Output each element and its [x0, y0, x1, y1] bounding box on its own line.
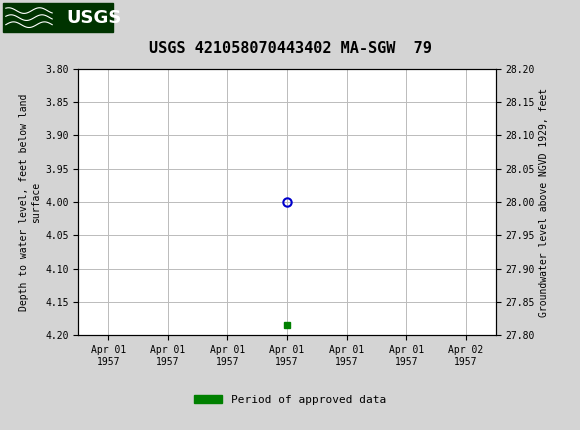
Legend: Period of approved data: Period of approved data — [190, 390, 390, 409]
Text: USGS 421058070443402 MA-SGW  79: USGS 421058070443402 MA-SGW 79 — [148, 41, 432, 56]
Bar — [3, 3, 113, 32]
Text: USGS: USGS — [67, 9, 122, 27]
Y-axis label: Groundwater level above NGVD 1929, feet: Groundwater level above NGVD 1929, feet — [539, 88, 549, 316]
Y-axis label: Depth to water level, feet below land
surface: Depth to water level, feet below land su… — [19, 93, 41, 311]
